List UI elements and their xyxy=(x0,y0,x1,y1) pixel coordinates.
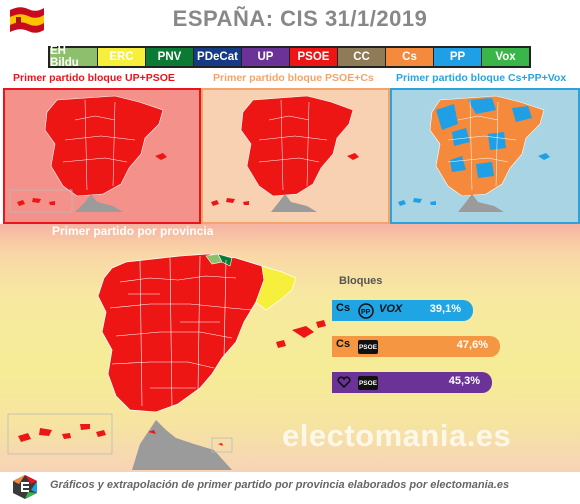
main-map-title: Primer partido por provincia xyxy=(52,224,214,238)
panel-title-cs-pp-vox: Primer partido bloque Cs+PP+Vox xyxy=(396,72,567,84)
legend-item-cc: CC xyxy=(338,48,386,66)
party-legend: EH Bildu ERC PNV PDeCat UP PSOE CC Cs PP… xyxy=(48,45,531,69)
pp-logo-icon: PP xyxy=(358,303,374,319)
bloque-value-psoe-cs: 47,6% xyxy=(456,339,488,351)
legend-item-erc: ERC xyxy=(98,48,146,66)
spain-map-cs-pp-vox xyxy=(398,95,550,212)
cs-logo-icon: Cs xyxy=(336,338,351,350)
watermark: electomania.es xyxy=(282,418,512,453)
page-title: ESPAÑA: CIS 31/1/2019 xyxy=(172,6,428,31)
footer xyxy=(0,472,580,504)
panel-title-up-psoe: Primer partido bloque UP+PSOE xyxy=(13,72,175,84)
bloques-label: Bloques xyxy=(339,275,383,287)
cs-logo-icon: Cs xyxy=(336,302,351,314)
electomania-logo-icon xyxy=(13,475,37,499)
spain-map-psoe-cs xyxy=(211,95,359,212)
spain-map-up-psoe xyxy=(9,95,167,213)
legend-item-up: UP xyxy=(242,48,290,66)
legend-item-pp: PP xyxy=(434,48,482,66)
heart-logo-icon xyxy=(337,376,351,389)
legend-item-cs: Cs xyxy=(386,48,434,66)
legend-item-psoe: PSOE xyxy=(290,48,338,66)
spain-flag-icon xyxy=(10,7,44,33)
bloque-bar-up-psoe: PSOE 45,3% xyxy=(332,372,492,393)
map-panel-cs-pp-vox xyxy=(390,88,580,224)
bloque-value-cs-pp-vox: 39,1% xyxy=(429,303,461,315)
legend-item-pnv: PNV xyxy=(146,48,194,66)
spain-main-map xyxy=(7,253,326,470)
svg-text:PP: PP xyxy=(361,309,371,316)
bloque-value-up-psoe: 45,3% xyxy=(448,375,480,387)
legend-item-vox: Vox xyxy=(482,48,529,66)
psoe-logo-icon: PSOE xyxy=(358,376,378,390)
vox-logo-icon: VOX xyxy=(379,303,403,315)
legend-item-eh-bildu: EH Bildu xyxy=(50,45,98,69)
map-panel-up-psoe xyxy=(3,88,201,224)
legend-item-pdecat: PDeCat xyxy=(194,48,242,66)
panel-title-psoe-cs: Primer partido bloque PSOE+Cs xyxy=(213,72,374,84)
bloque-bar-psoe-cs: Cs PSOE 47,6% xyxy=(332,336,500,357)
map-panel-psoe-cs xyxy=(201,88,390,224)
bloque-bar-cs-pp-vox: Cs PP VOX 39,1% xyxy=(332,300,473,321)
footer-credit: Gráficos y extrapolación de primer parti… xyxy=(50,479,510,491)
psoe-logo-icon: PSOE xyxy=(358,340,378,354)
